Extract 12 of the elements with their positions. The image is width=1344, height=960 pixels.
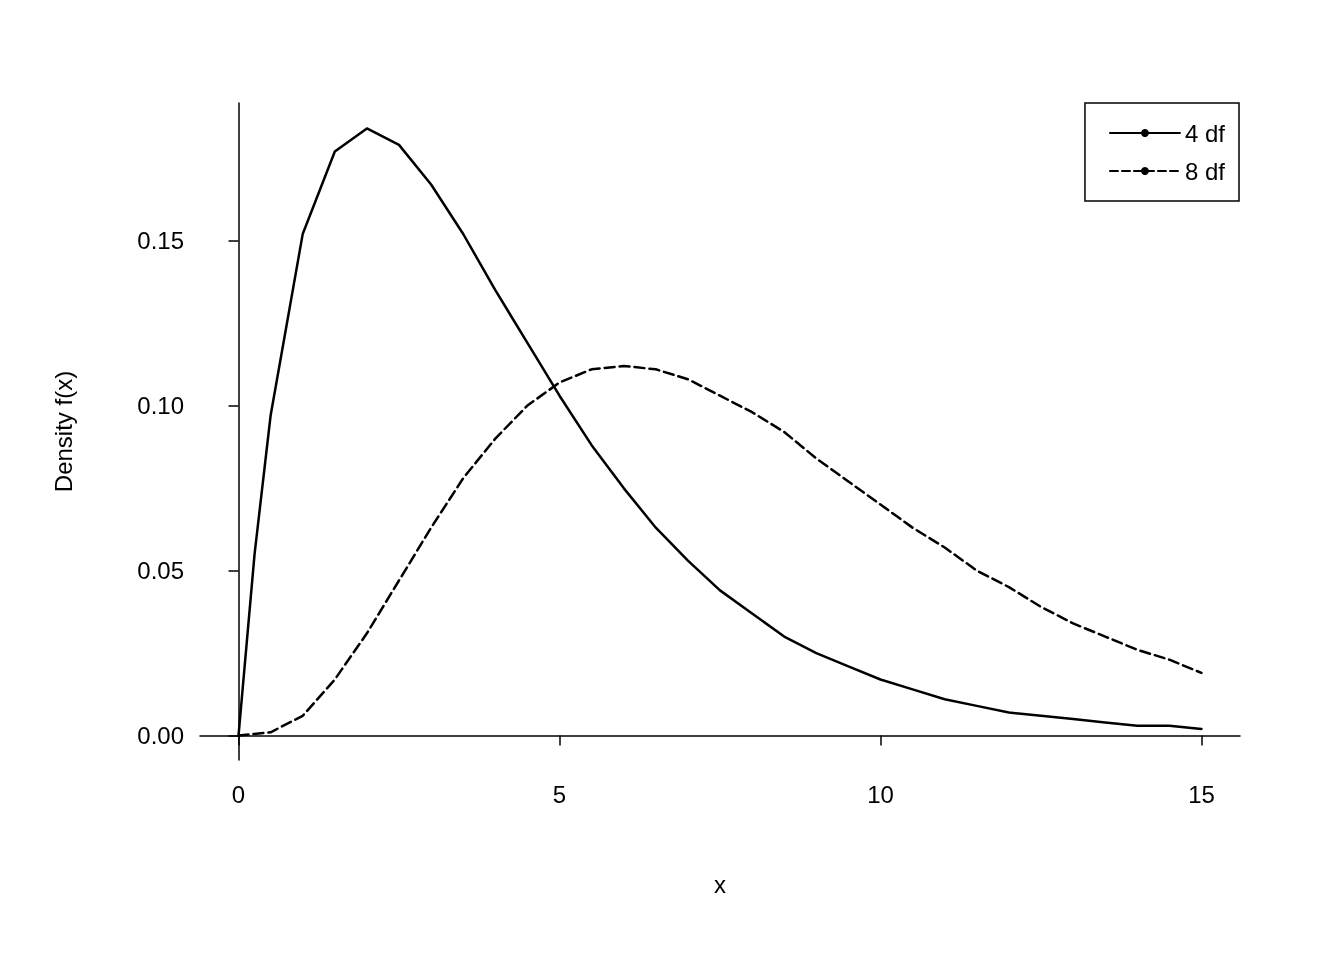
- y-tick-label: 0.15: [137, 227, 184, 255]
- x-tick-label: 5: [552, 780, 567, 808]
- legend-label: 8 df: [1184, 157, 1226, 185]
- x-tick-label: 10: [867, 780, 894, 808]
- x-axis-title: x: [714, 870, 726, 898]
- y-tick-label: 0.10: [137, 392, 184, 420]
- x-tick-label: 0: [231, 780, 246, 808]
- x-tick-label: 15: [1188, 780, 1215, 808]
- legend-label: 4 df: [1184, 119, 1226, 147]
- y-axis-title: Density f(x): [49, 370, 77, 493]
- y-tick-label: 0.00: [137, 722, 184, 750]
- y-tick-label: 0.05: [137, 557, 184, 585]
